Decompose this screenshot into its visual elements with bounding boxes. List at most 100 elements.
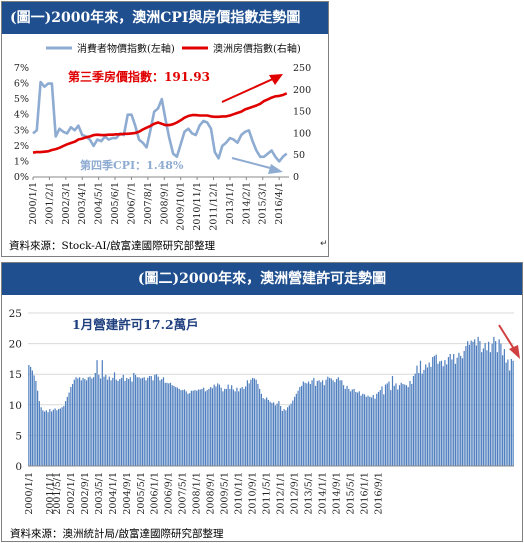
chart2-bar bbox=[355, 391, 357, 466]
chart2-bar bbox=[342, 385, 345, 466]
chart2-bar bbox=[262, 398, 264, 466]
chart2-bar bbox=[211, 388, 214, 466]
chart1-title: (圖一)2000年來，澳洲CPI與房價指數走勢圖 bbox=[2, 2, 328, 34]
chart2-bar bbox=[377, 391, 380, 466]
chart2-bar bbox=[484, 342, 486, 466]
chart2-bar bbox=[260, 393, 262, 466]
chart2-bar bbox=[502, 355, 504, 466]
chart2-bar bbox=[148, 376, 151, 466]
chart2-bar bbox=[225, 388, 228, 466]
chart2-bar bbox=[274, 405, 276, 466]
chart2-bar bbox=[120, 377, 123, 466]
chart2-bar bbox=[30, 366, 32, 466]
chart2-bar bbox=[98, 374, 100, 466]
chart2-bar bbox=[316, 380, 318, 466]
chart2-bar bbox=[103, 376, 105, 466]
chart2-bar bbox=[199, 389, 201, 466]
chart2-title: (圖二)2000年來，澳洲營建許可走勢圖 bbox=[2, 263, 522, 295]
chart2-panel: (圖二)2000年來，澳洲營建許可走勢圖 0 5 10 15 20 25 2000/1/1 2… bbox=[1, 262, 523, 542]
chart2-bar bbox=[273, 402, 275, 466]
chart2-bar bbox=[367, 395, 369, 466]
chart2-bar bbox=[304, 382, 306, 466]
chart2-bar bbox=[133, 372, 135, 466]
chart2-bar bbox=[99, 378, 102, 466]
chart1-x-tick-label: 2004/5/1 bbox=[94, 182, 105, 225]
chart2-bar bbox=[276, 403, 278, 466]
chart2-bar bbox=[390, 390, 392, 466]
chart2-bar bbox=[159, 380, 161, 466]
chart2-y-tick-label: 0 bbox=[15, 461, 22, 473]
chart2-x-tick-label: 2013/5/1 bbox=[304, 472, 315, 515]
chart2-bar bbox=[386, 383, 388, 466]
chart1-blue-arrow-head bbox=[268, 164, 283, 174]
chart2-bar bbox=[150, 376, 152, 466]
chart2-bar bbox=[391, 376, 394, 466]
chart2-bar bbox=[110, 380, 112, 466]
chart2-bar bbox=[71, 383, 74, 466]
chart2-bar bbox=[362, 393, 364, 466]
chart2-bar bbox=[283, 409, 285, 466]
chart2-x-tick-label: 2004/9/1 bbox=[122, 472, 133, 515]
chart2-bar bbox=[477, 336, 479, 466]
chart2-x-tick-label: 2001/5/1 bbox=[52, 472, 63, 515]
chart2-bar bbox=[287, 407, 289, 466]
chart2-bar bbox=[241, 387, 243, 466]
chart2-bar bbox=[405, 385, 408, 466]
chart2-bar bbox=[500, 343, 502, 466]
chart2-bar bbox=[307, 381, 310, 466]
chart2-bar bbox=[171, 385, 173, 466]
chart2-bar bbox=[253, 378, 255, 466]
chart2-bar bbox=[217, 383, 219, 466]
chart2-bar bbox=[456, 357, 458, 466]
chart2-bar bbox=[124, 380, 126, 466]
chart2-x-tick-label: 2014/9/1 bbox=[332, 472, 343, 515]
chart1-left-tick-label: 3% bbox=[14, 125, 29, 136]
chart2-x-tick-label: 2006/9/1 bbox=[164, 472, 175, 515]
chart2-bar bbox=[421, 373, 423, 466]
chart2-bar bbox=[384, 384, 387, 466]
chart1-right-tick-label: 150 bbox=[293, 107, 311, 118]
chart1-x-tick-label: 2005/6/1 bbox=[110, 182, 121, 225]
chart2-bar bbox=[169, 382, 172, 466]
chart2-bar bbox=[239, 388, 242, 466]
chart2-bar bbox=[292, 400, 294, 466]
chart2-y-tick-label: 20 bbox=[9, 339, 22, 351]
chart2-bar bbox=[210, 387, 212, 466]
chart2-y-tick-label: 25 bbox=[9, 308, 22, 320]
chart1-x-tick-label: 2000/1/1 bbox=[28, 182, 39, 225]
chart2-bar bbox=[82, 377, 84, 466]
chart1-x-tick-label: 2002/3/1 bbox=[61, 182, 72, 225]
chart2-bar bbox=[435, 354, 437, 466]
chart2-bar bbox=[290, 403, 292, 466]
chart2-bar bbox=[266, 397, 268, 466]
chart2-bar bbox=[428, 362, 430, 466]
chart2-bar bbox=[481, 352, 483, 466]
chart2-bar bbox=[49, 409, 51, 466]
chart1-x-tick-label: 2015/3/1 bbox=[258, 182, 269, 225]
chart1-source: 資料來源：Stock-AI/啟富達國際研究部整理 bbox=[9, 240, 216, 252]
chart1-right-tick-label: 200 bbox=[293, 85, 311, 96]
chart2-bar bbox=[503, 349, 505, 466]
chart2-bar bbox=[449, 354, 451, 466]
chart2-bar bbox=[204, 391, 207, 466]
chart1-x-tick-label: 2011/12/1 bbox=[209, 182, 220, 231]
chart2-bar bbox=[358, 391, 360, 466]
chart2-bar bbox=[246, 380, 249, 466]
chart2-bar bbox=[238, 391, 240, 466]
chart2-bar bbox=[37, 390, 39, 466]
chart2-bar bbox=[101, 360, 103, 466]
chart2-bar bbox=[280, 406, 282, 466]
chart2-bar bbox=[136, 377, 138, 466]
chart2-bar bbox=[318, 380, 320, 466]
chart1-x-tick-label: 2009/10/1 bbox=[176, 182, 187, 231]
chart1-x-tick-label: 2007/8/1 bbox=[143, 182, 154, 225]
chart2-bar bbox=[351, 389, 353, 466]
chart2-x-tick-label: 2005/5/1 bbox=[136, 472, 147, 515]
chart2-bar bbox=[28, 365, 30, 466]
chart2-bar bbox=[232, 389, 235, 466]
chart2-bar bbox=[470, 340, 472, 466]
chart2-arrow-shaft bbox=[498, 324, 515, 350]
chart2-source: 資料來源：澳洲統計局/啟富達國際研究部整理 bbox=[10, 528, 224, 540]
chart2-x-tick-label: 2012/9/1 bbox=[290, 472, 301, 515]
chart2-bar bbox=[440, 360, 443, 466]
